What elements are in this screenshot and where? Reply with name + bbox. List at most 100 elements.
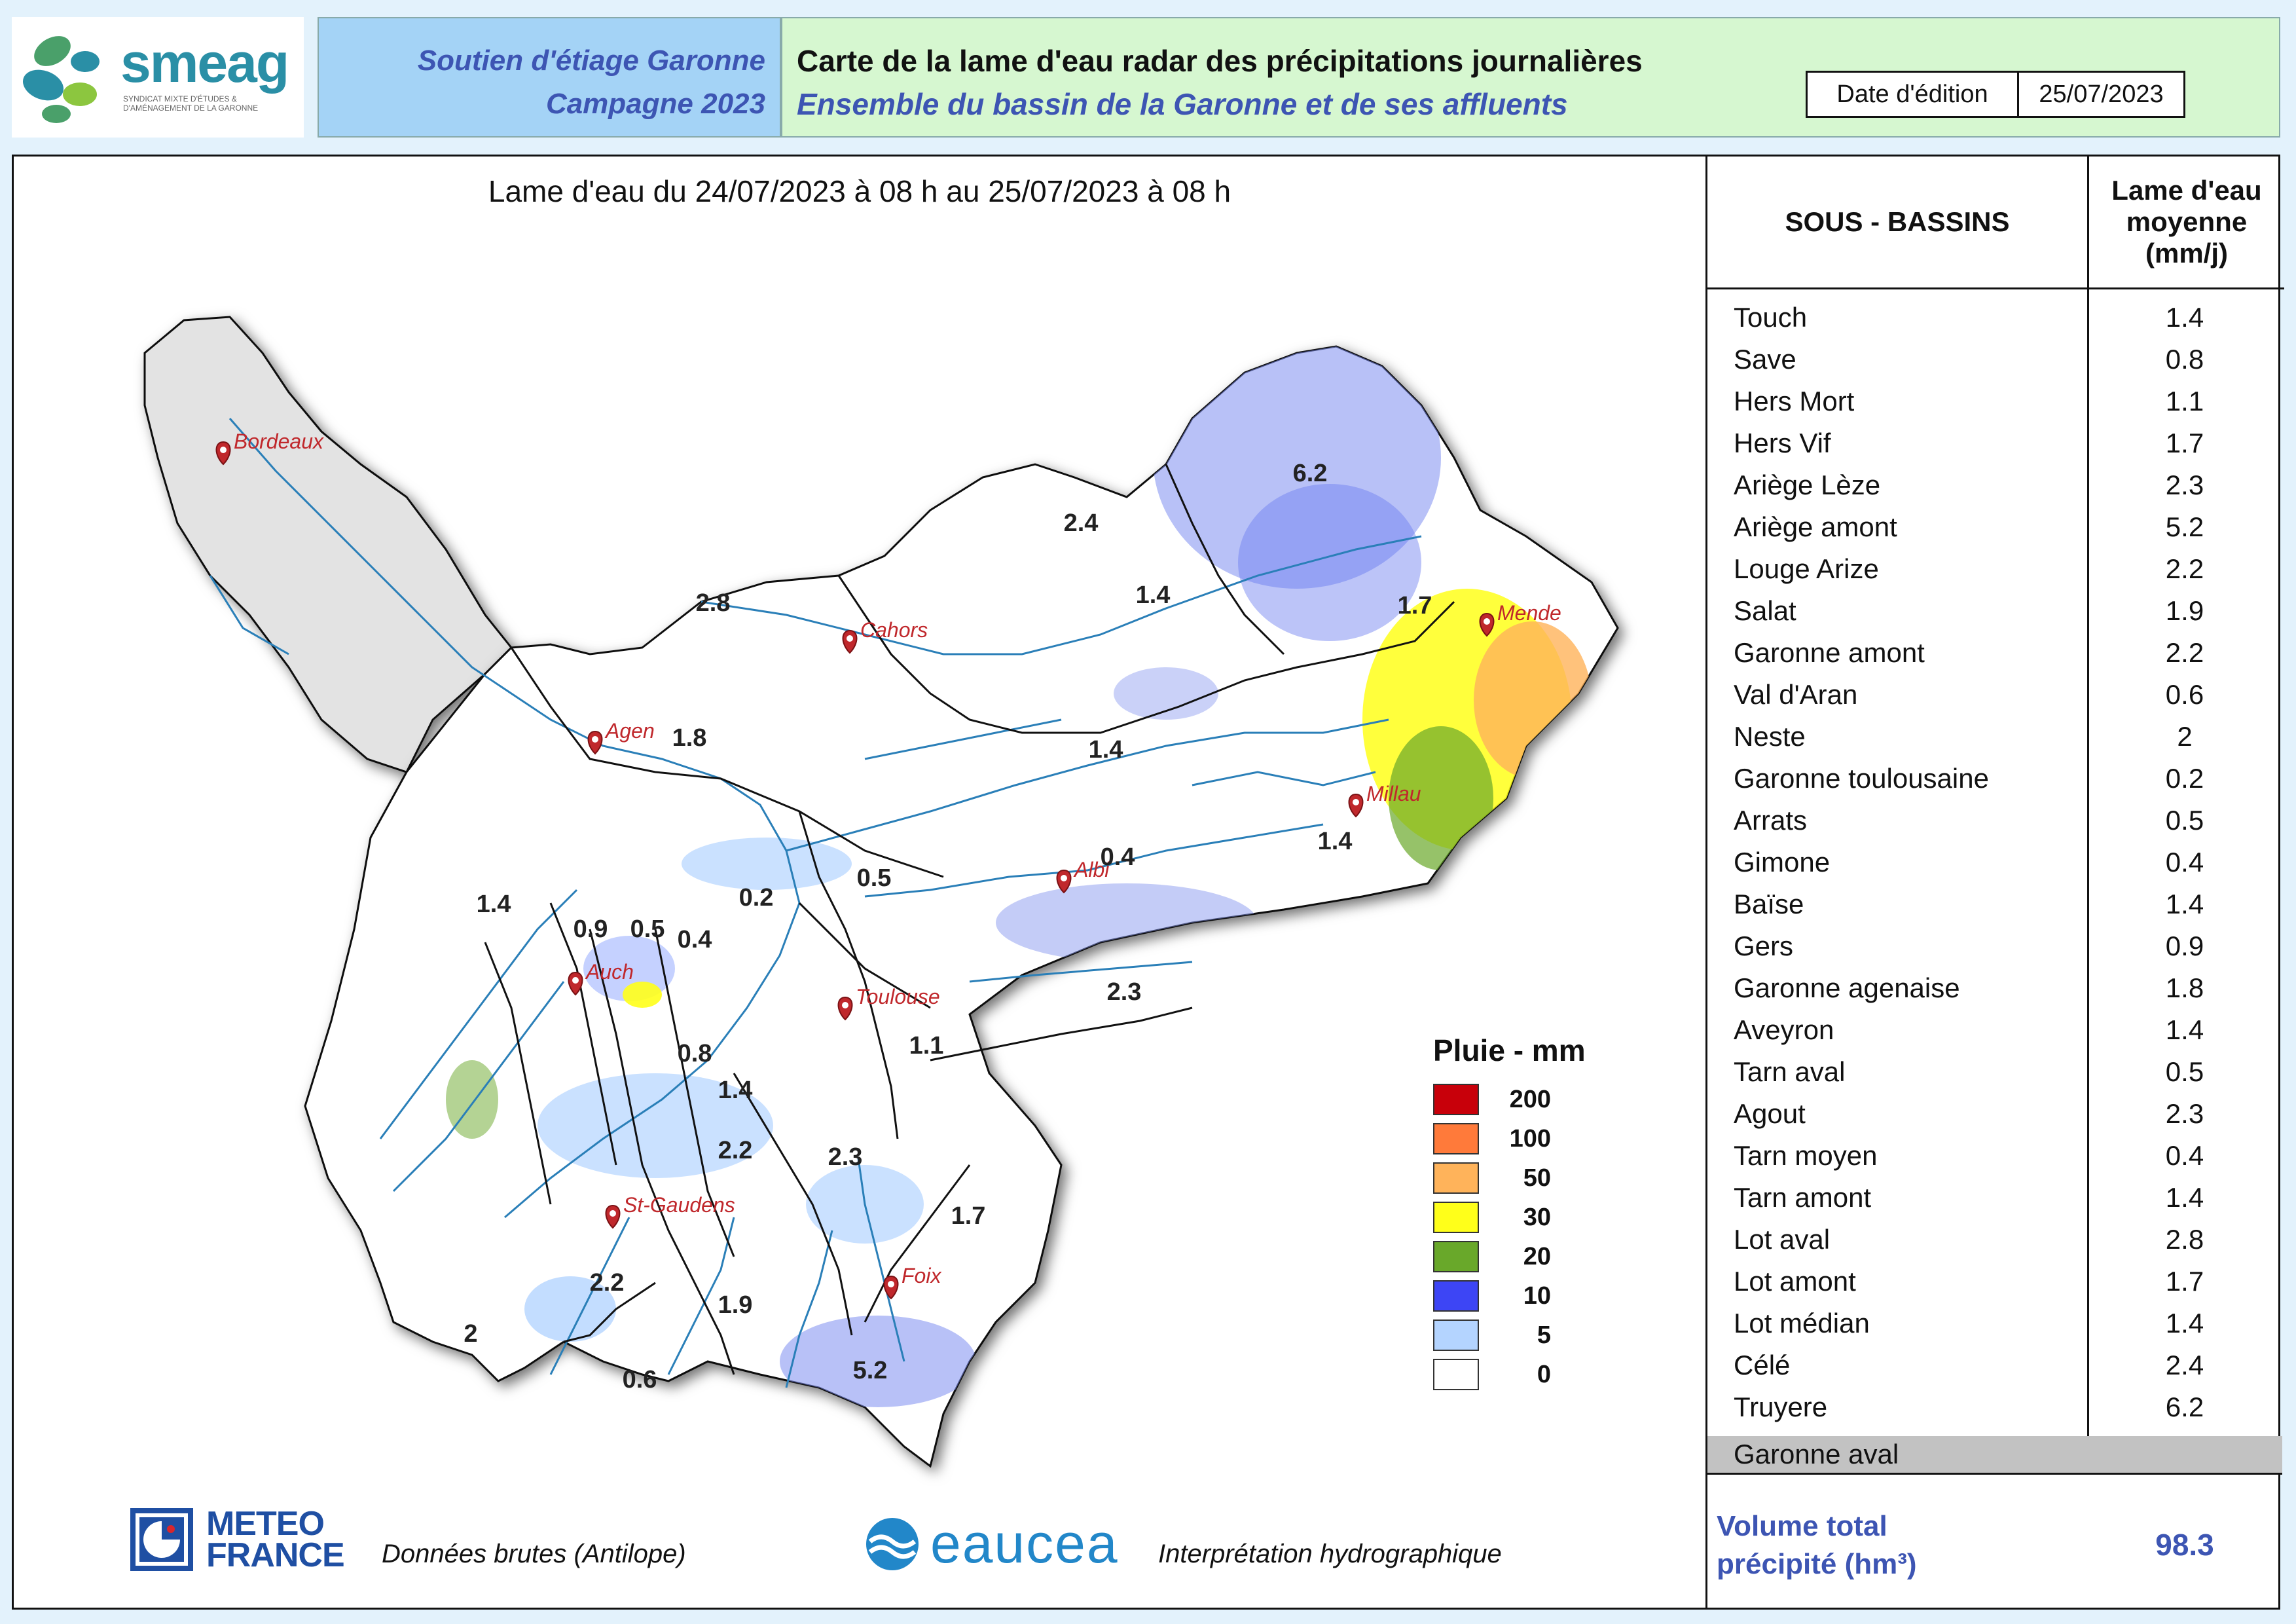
subbasin-value: 2.3: [2165, 1098, 2204, 1129]
subbasin-name: Louge Arize: [1734, 553, 1879, 584]
subbasin-name: Truyere: [1734, 1392, 1828, 1422]
table-row: Hers Vif 1.7: [1707, 422, 2282, 464]
table-header-rainfall-line2: moyenne: [2126, 206, 2248, 237]
garonne-aval-label: Garonne aval: [1734, 1439, 1899, 1469]
subbasin-value: 0.6: [2165, 679, 2204, 710]
table-column-divider: [2087, 287, 2089, 1465]
city-label-toulouse: Toulouse: [856, 985, 940, 1008]
legend-swatch: [1433, 1123, 1479, 1154]
subbasin-value: 2.8: [2165, 1224, 2204, 1255]
table-row: Agout 2.3: [1707, 1093, 2282, 1135]
legend-item: 0: [1433, 1355, 1586, 1394]
subbasin-value: 1.1: [2165, 386, 2204, 416]
subbasin-value: 2.3: [2165, 470, 2204, 500]
table-row: Touch 1.4: [1707, 297, 2282, 339]
table-row: Val d'Aran 0.6: [1707, 674, 2282, 716]
table-row: Save 0.8: [1707, 339, 2282, 380]
subbasin-name: Garonne amont: [1734, 637, 1925, 668]
smeag-leaf-icon: [23, 36, 100, 123]
total-volume-label-line1: Volume total: [1717, 1510, 1887, 1542]
table-header-rainfall-line3: (mm/j): [2145, 238, 2228, 268]
table-row: Lot médian 1.4: [1707, 1302, 2282, 1344]
basin-value: 1.4: [1318, 828, 1353, 855]
table-row: Garonne agenaise 1.8: [1707, 967, 2282, 1009]
meteo-france-line1: METEO: [206, 1505, 325, 1543]
legend-swatch: [1433, 1202, 1479, 1233]
city-marker-agen: Agen: [587, 719, 655, 755]
edition-date-label: Date d'édition: [1808, 73, 2019, 116]
legend-swatch: [1433, 1241, 1479, 1272]
subbasin-name: Neste: [1734, 721, 1806, 752]
basin-value: 2: [464, 1320, 477, 1348]
table-row: Gimone 0.4: [1707, 841, 2282, 883]
edition-date-box: Date d'édition 25/07/2023: [1806, 71, 2185, 118]
meteo-france-line2: FRANCE: [206, 1536, 345, 1574]
legend-label: 0: [1537, 1360, 1551, 1388]
subbasin-value: 1.8: [2165, 972, 2204, 1003]
city-label-auch: Auch: [585, 960, 634, 984]
basin-value: 2.3: [828, 1143, 863, 1171]
basin-value: 2.8: [696, 589, 731, 617]
subbasin-value: 1.9: [2165, 595, 2204, 626]
legend-swatch: [1433, 1320, 1479, 1351]
eaucea-logo: eaucea: [865, 1512, 1119, 1576]
table-row: Tarn moyen 0.4: [1707, 1135, 2282, 1177]
subbasin-name: Garonne toulousaine: [1734, 763, 1989, 794]
total-volume-row: Volume total précipité (hm³) 98.3: [1707, 1473, 2282, 1612]
subbasin-name: Touch: [1734, 302, 1808, 333]
subbasin-name: Ariège amont: [1734, 511, 1897, 542]
subbasin-name: Lot médian: [1734, 1308, 1870, 1338]
subbasin-name: Aveyron: [1734, 1014, 1834, 1045]
legend-label: 50: [1523, 1164, 1551, 1192]
legend-label: 20: [1523, 1242, 1551, 1270]
subbasin-value: 1.4: [2165, 302, 2204, 333]
city-marker-auch: Auch: [568, 960, 634, 996]
city-marker-st-gaudens: St-Gaudens: [605, 1193, 735, 1229]
subbasin-name: Baïse: [1734, 889, 1804, 919]
subbasin-table: SOUS - BASSINS Lame d'eau moyenne (mm/j)…: [1705, 157, 2284, 1612]
subbasin-name: Val d'Aran: [1734, 679, 1858, 710]
legend-label: 30: [1523, 1203, 1551, 1231]
subbasin-value: 1.7: [2165, 1266, 2204, 1297]
table-row: Arrats 0.5: [1707, 800, 2282, 841]
subbasin-value: 6.2: [2165, 1392, 2204, 1422]
basin-value: 0.9: [574, 915, 608, 943]
page-subtitle: Ensemble du bassin de la Garonne et de s…: [797, 87, 1568, 121]
basin-value: 0.4: [1101, 843, 1135, 871]
city-marker-albi: Albi: [1056, 858, 1110, 894]
subbasin-value: 2: [2177, 721, 2193, 752]
basin-value: 2.2: [590, 1269, 625, 1297]
city-marker-cahors: Cahors: [842, 618, 928, 654]
downstream-area: [143, 316, 513, 773]
subbasin-value: 1.4: [2165, 889, 2204, 919]
total-volume-label-line2: précipité (hm³): [1717, 1548, 1917, 1580]
city-label-cahors: Cahors: [860, 618, 928, 642]
garonne-aval-row: Garonne aval: [1707, 1436, 2282, 1473]
subbasin-value: 0.8: [2165, 344, 2204, 375]
subbasin-name: Hers Mort: [1734, 386, 1855, 416]
logo-name: smeag: [120, 32, 289, 94]
subbasin-value: 0.5: [2165, 805, 2204, 836]
legend-item: 10: [1433, 1276, 1586, 1316]
subbasin-name: Ariège Lèze: [1734, 470, 1881, 500]
basin-value: 2.2: [718, 1137, 753, 1164]
subbasin-name: Salat: [1734, 595, 1796, 626]
title-banner: Carte de la lame d'eau radar des précipi…: [781, 17, 2280, 138]
legend-item: 50: [1433, 1158, 1586, 1198]
table-header-subbasins: SOUS - BASSINS: [1707, 157, 2087, 289]
subbasin-name: Save: [1734, 344, 1796, 375]
legend-swatch: [1433, 1359, 1479, 1390]
subbasin-name: Gimone: [1734, 847, 1831, 877]
table-row: Salat 1.9: [1707, 590, 2282, 632]
subbasin-name: Hers Vif: [1734, 428, 1831, 458]
subbasin-value: 0.9: [2165, 931, 2204, 961]
basin-value: 1.9: [718, 1291, 753, 1319]
basin-value: 0.6: [623, 1366, 657, 1393]
subbasin-name: Célé: [1734, 1350, 1791, 1380]
program-banner: Soutien d'étiage Garonne Campagne 2023: [318, 17, 781, 138]
table-row: Tarn aval 0.5: [1707, 1051, 2282, 1093]
basin-value: 1.1: [909, 1032, 944, 1060]
table-row: Aveyron 1.4: [1707, 1009, 2282, 1051]
legend-swatch: [1433, 1162, 1479, 1194]
basin-value: 1.4: [1136, 581, 1171, 609]
